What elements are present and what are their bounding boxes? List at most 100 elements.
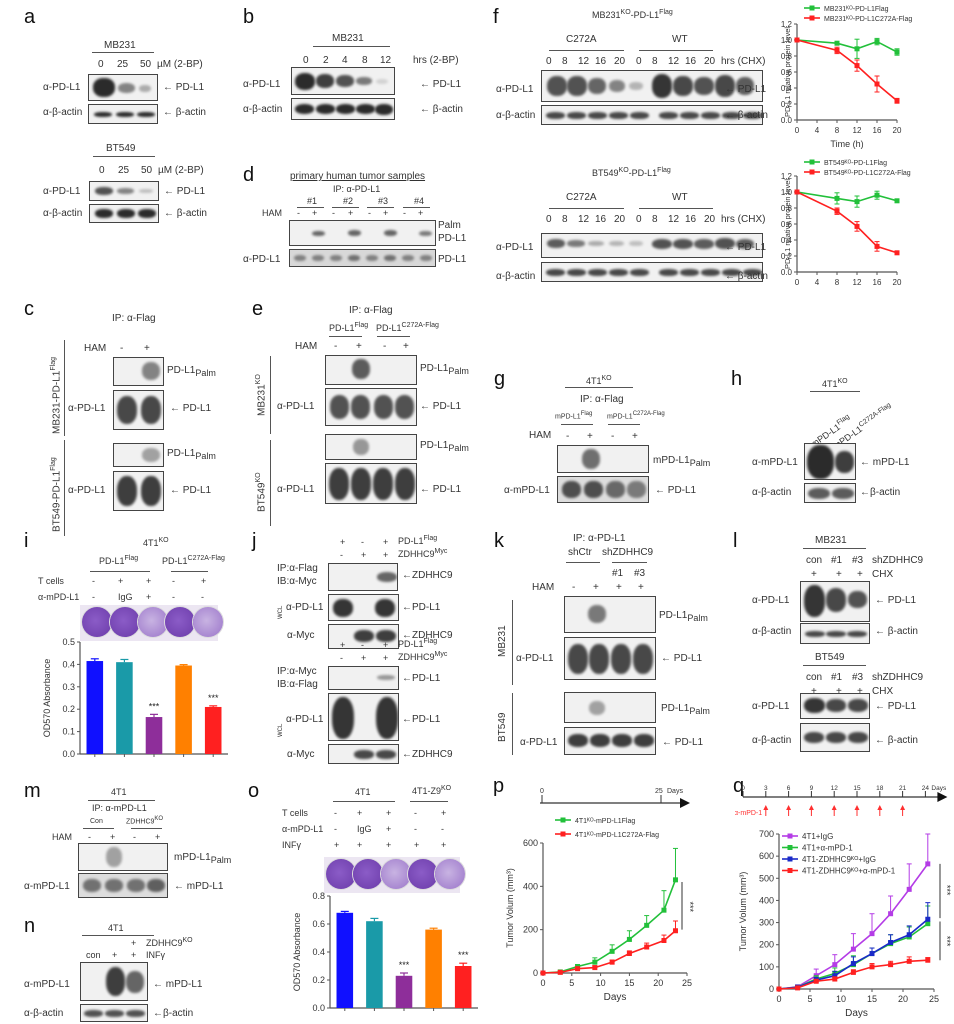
target-label: ← PD-L1 <box>420 401 462 412</box>
western-blot <box>325 355 417 385</box>
legend-marker <box>787 833 793 839</box>
bar <box>366 921 383 1008</box>
condition-value: + <box>441 808 447 818</box>
time-label: 16 <box>595 56 607 67</box>
data-point <box>854 63 860 69</box>
data-point <box>834 47 840 53</box>
significance-label: *** <box>399 960 410 970</box>
legend-item: MB231ᴷᴼ-PD-L1C272A-Flag <box>804 15 912 23</box>
row-label: ZDHHC9KO <box>146 937 193 948</box>
palm-label: PD-L1Palm <box>167 365 216 378</box>
sample-label: #3 <box>378 196 389 206</box>
cell-label: 4T1KO <box>586 375 612 386</box>
panel-a-letter: a <box>24 6 36 28</box>
sample-label: #2 <box>343 196 354 206</box>
ip-label: IP: α-Flag <box>580 394 624 405</box>
tick-label: 600 <box>523 838 538 848</box>
antibody-label: α-β-actin <box>752 487 792 498</box>
tick-label: 600 <box>759 851 774 861</box>
legend-item: 4T1ᴷᴼ-mPD-L1C272A-Flag <box>555 831 659 839</box>
row-label: INFγ <box>146 950 165 960</box>
data-point <box>894 250 900 256</box>
time-label: 12 <box>578 214 590 225</box>
legend-label: MB231ᴷᴼ-PD-L1C272A-Flag <box>824 16 912 23</box>
legend-marker <box>787 856 793 862</box>
target-label: ← PD-L1 <box>661 653 703 664</box>
tick-label: 0 <box>540 978 545 988</box>
chx-sign: + <box>811 686 817 697</box>
antibody-label: α-PD-L1 <box>68 403 106 414</box>
cell-line-label: MB231 <box>497 625 508 657</box>
arrow-head-icon <box>937 792 948 802</box>
legend-label: BT549ᴷᴼ-PD-L1C272A-Flag <box>824 170 911 177</box>
time-label: 20 <box>614 56 626 67</box>
tick-label: 0.4 <box>781 236 793 245</box>
ip-label: IP: α-Flag <box>349 305 393 316</box>
antibody-label: α-PD-L1 <box>43 186 81 197</box>
antibody-label: α-PD-L1 <box>496 242 534 253</box>
arrow-head-icon <box>831 805 837 810</box>
tick-label: 5 <box>569 978 574 988</box>
data-point <box>925 957 931 963</box>
ip-label: IP:α-Myc <box>277 666 317 677</box>
tick-label: 1.0 <box>781 188 793 197</box>
panel-k-letter: k <box>494 530 504 552</box>
target-label: ← mPD-L1 <box>860 457 910 468</box>
palm-label: PD-L1Palm <box>420 363 469 376</box>
data-point <box>834 208 840 214</box>
ham-sign: - <box>403 208 406 218</box>
western-blot <box>564 692 656 723</box>
western-blot <box>325 434 417 460</box>
target-label: ← PD-L1 <box>170 485 212 496</box>
condition-value: + <box>146 576 152 586</box>
palm-label: Palm <box>438 220 461 231</box>
time-label: 8 <box>652 214 658 225</box>
palm-label: PD-L1 <box>438 233 467 244</box>
clone-label: #1 <box>612 568 624 579</box>
data-point <box>626 936 632 942</box>
unit-label: hrs (CHX) <box>721 214 766 225</box>
lane-label: #3 <box>852 555 864 566</box>
antibody-label: α-β-actin <box>24 1008 64 1019</box>
data-point <box>672 877 678 883</box>
timeline-label: 0 <box>741 785 745 792</box>
data-point <box>854 223 860 229</box>
legend-marker <box>809 159 815 165</box>
target-label: ← PD-L1 <box>420 79 462 90</box>
legend-item: 4T1+α-mPD-1 <box>782 844 853 853</box>
tick-label: 200 <box>759 940 774 950</box>
antibody-label: α-PD-L1 <box>68 485 106 496</box>
ham-sign: + <box>403 341 409 352</box>
group-label: 4T1 <box>355 787 371 797</box>
data-point <box>834 195 840 201</box>
data-point <box>661 907 667 913</box>
western-blot <box>291 98 395 120</box>
panel-o-letter: o <box>248 780 260 802</box>
condition-value: - <box>172 576 175 586</box>
data-point <box>832 962 838 968</box>
data-point <box>834 40 840 46</box>
legend-marker <box>809 15 815 21</box>
western-blot <box>88 104 158 124</box>
data-point <box>874 243 880 249</box>
ham-sign: - <box>572 582 576 593</box>
group-label: WT <box>672 192 688 203</box>
series-3 <box>776 956 931 992</box>
legend-label: 4T1+IgG <box>802 832 833 841</box>
western-blot <box>88 74 158 101</box>
bar <box>116 662 133 754</box>
panel-q-letter: q <box>733 775 745 797</box>
bar <box>175 665 192 754</box>
condition-value: IgG <box>357 824 372 834</box>
plus-sign: + <box>383 640 389 650</box>
antibody-label: α-β-actin <box>496 271 536 282</box>
arrow-head-icon <box>786 805 792 810</box>
data-point <box>592 965 598 971</box>
western-blot <box>804 483 856 503</box>
sample-label: #4 <box>414 196 425 206</box>
cell-line-label: MB231-PD-L1Flag <box>50 357 63 434</box>
time-label: 12 <box>380 55 392 66</box>
antibody-label: α-PD-L1 <box>496 84 534 95</box>
well-image <box>82 607 112 637</box>
lane-label: #3 <box>852 672 864 683</box>
